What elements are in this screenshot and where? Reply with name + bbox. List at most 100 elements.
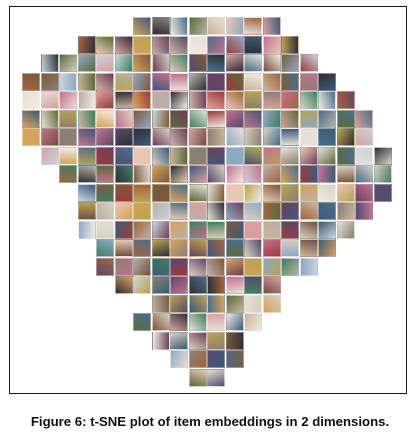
- item-thumbnail: [77, 146, 96, 165]
- item-thumbnail: [225, 220, 244, 239]
- item-thumbnail: [207, 368, 225, 387]
- item-thumbnail: [207, 239, 225, 257]
- item-thumbnail: [244, 91, 262, 109]
- item-thumbnail: [281, 91, 299, 109]
- item-thumbnail: [207, 257, 225, 276]
- item-thumbnail: [188, 165, 207, 183]
- item-thumbnail: [281, 165, 299, 183]
- item-thumbnail: [151, 239, 170, 257]
- item-thumbnail: [188, 91, 207, 109]
- item-thumbnail: [170, 128, 188, 146]
- item-thumbnail: [22, 109, 40, 128]
- item-thumbnail: [318, 109, 336, 128]
- item-thumbnail: [170, 257, 188, 276]
- item-thumbnail: [96, 35, 114, 54]
- item-thumbnail: [336, 146, 355, 165]
- item-thumbnail: [77, 91, 96, 109]
- item-thumbnail: [373, 183, 392, 202]
- item-thumbnail: [207, 54, 225, 72]
- item-thumbnail: [22, 72, 40, 91]
- item-thumbnail: [225, 91, 244, 109]
- item-thumbnail: [188, 294, 207, 313]
- item-thumbnail: [244, 54, 262, 72]
- item-thumbnail: [225, 294, 244, 313]
- item-thumbnail: [207, 276, 225, 294]
- item-thumbnail: [170, 276, 188, 294]
- item-thumbnail: [170, 331, 188, 350]
- item-thumbnail: [244, 109, 262, 128]
- item-thumbnail: [40, 54, 59, 72]
- item-thumbnail: [77, 183, 96, 202]
- item-thumbnail: [244, 146, 262, 165]
- item-thumbnail: [355, 109, 373, 128]
- item-thumbnail: [244, 220, 262, 239]
- item-thumbnail: [207, 331, 225, 350]
- item-thumbnail: [318, 220, 336, 239]
- item-thumbnail: [133, 35, 151, 54]
- item-thumbnail: [96, 128, 114, 146]
- item-thumbnail: [281, 257, 299, 276]
- item-thumbnail: [96, 183, 114, 202]
- item-thumbnail: [299, 183, 318, 202]
- item-thumbnail: [114, 146, 133, 165]
- item-thumbnail: [114, 109, 133, 128]
- item-thumbnail: [133, 109, 151, 128]
- item-thumbnail: [336, 128, 355, 146]
- item-thumbnail: [133, 128, 151, 146]
- item-thumbnail: [133, 17, 151, 35]
- item-thumbnail: [151, 202, 170, 220]
- item-thumbnail: [207, 109, 225, 128]
- item-thumbnail: [59, 128, 77, 146]
- item-thumbnail: [336, 109, 355, 128]
- item-thumbnail: [262, 165, 281, 183]
- item-thumbnail: [22, 128, 40, 146]
- item-thumbnail: [188, 146, 207, 165]
- item-thumbnail: [59, 91, 77, 109]
- item-thumbnail: [355, 128, 373, 146]
- item-thumbnail: [114, 91, 133, 109]
- item-thumbnail: [40, 72, 59, 91]
- item-thumbnail: [207, 17, 225, 35]
- item-thumbnail: [151, 257, 170, 276]
- item-thumbnail: [373, 146, 392, 165]
- item-thumbnail: [207, 313, 225, 331]
- item-thumbnail: [170, 146, 188, 165]
- item-thumbnail: [188, 183, 207, 202]
- item-thumbnail: [281, 202, 299, 220]
- item-thumbnail: [207, 128, 225, 146]
- item-thumbnail: [262, 35, 281, 54]
- item-thumbnail: [225, 128, 244, 146]
- item-thumbnail: [170, 313, 188, 331]
- item-thumbnail: [225, 165, 244, 183]
- item-thumbnail: [59, 165, 77, 183]
- item-thumbnail: [59, 109, 77, 128]
- item-thumbnail: [151, 17, 170, 35]
- item-thumbnail: [207, 146, 225, 165]
- item-thumbnail: [262, 72, 281, 91]
- item-thumbnail: [77, 202, 96, 220]
- item-thumbnail: [133, 220, 151, 239]
- item-thumbnail: [225, 146, 244, 165]
- item-thumbnail: [133, 276, 151, 294]
- item-thumbnail: [262, 17, 281, 35]
- item-thumbnail: [77, 54, 96, 72]
- item-thumbnail: [170, 220, 188, 239]
- item-thumbnail: [188, 109, 207, 128]
- item-thumbnail: [207, 91, 225, 109]
- item-thumbnail: [114, 72, 133, 91]
- figure-frame: [9, 6, 407, 394]
- item-thumbnail: [40, 146, 59, 165]
- item-thumbnail: [188, 72, 207, 91]
- item-thumbnail: [244, 239, 262, 257]
- item-thumbnail: [170, 109, 188, 128]
- item-thumbnail: [151, 109, 170, 128]
- item-thumbnail: [299, 239, 318, 257]
- item-thumbnail: [244, 257, 262, 276]
- item-thumbnail: [281, 72, 299, 91]
- item-thumbnail: [170, 91, 188, 109]
- item-thumbnail: [262, 276, 281, 294]
- item-thumbnail: [244, 313, 262, 331]
- item-thumbnail: [188, 220, 207, 239]
- item-thumbnail: [151, 313, 170, 331]
- item-thumbnail: [262, 294, 281, 313]
